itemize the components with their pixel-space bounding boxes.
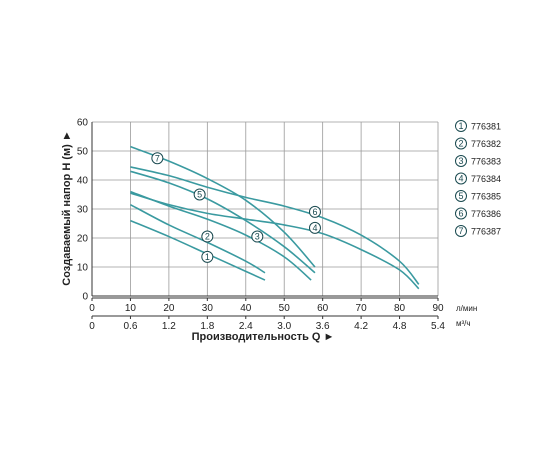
- x2-tick-label: 0.6: [123, 321, 137, 332]
- legend-marker-label-3: 3: [458, 156, 463, 166]
- legend-marker-3: [455, 155, 467, 167]
- legend-entry-776386: 776386: [471, 209, 501, 219]
- x-tick-label: 50: [279, 303, 291, 314]
- curve-marker-6: [308, 205, 321, 218]
- y-tick-label: 40: [77, 176, 89, 187]
- x-tick-label: 80: [394, 303, 406, 314]
- legend-entry-776387: 776387: [471, 227, 501, 237]
- x-tick-label: 10: [125, 303, 137, 314]
- legend-marker-1: [455, 120, 467, 132]
- legend-marker-2: [455, 137, 467, 150]
- axes: 0 10 20 30 40 50 60 0 10 20 30 40 50 60 70 80 90 0 0.6 1.2 1…: [77, 118, 446, 333]
- legend-marker-4: [455, 172, 467, 185]
- legend-entry-776385: 776385: [471, 192, 501, 202]
- y-tick-label: 50: [77, 147, 89, 158]
- legend-marker-label-7: 7: [458, 226, 463, 236]
- legend-entry-776382: 776382: [471, 139, 501, 149]
- x2-tick-label: 5.4: [431, 321, 445, 332]
- curve-marker-label-3: 3: [255, 232, 260, 242]
- y-tick-label: 10: [77, 263, 89, 274]
- legend-entry-776384: 776384: [471, 174, 501, 184]
- curve-776381: [130, 219, 266, 281]
- x-tick-label: 20: [163, 303, 175, 314]
- legend-marker-label-2: 2: [458, 139, 463, 149]
- x2-axis-unit: м³/ч: [456, 319, 471, 328]
- curve-776385: [130, 170, 316, 274]
- curve-marker-label-5: 5: [197, 190, 202, 200]
- legend-marker-5: [455, 190, 467, 202]
- curve-marker-label-7: 7: [155, 153, 160, 163]
- legend-marker-label-4: 4: [458, 174, 463, 184]
- y-tick-label: 60: [77, 118, 89, 129]
- curve-marker-3: [251, 230, 264, 243]
- legend-marker-label-5: 5: [458, 191, 463, 201]
- curve-markers: 1 2 3 4 5 6 7: [151, 152, 321, 263]
- x-tick-label: 90: [432, 303, 444, 314]
- x2-tick-label: 1.8: [200, 321, 214, 332]
- x2-tick-label: 1.2: [162, 321, 176, 332]
- x2-tick-label: 4.8: [393, 321, 407, 332]
- legend: 1 776381 2 776382 3 776383 4 776384 5 776385 6 7763…: [455, 120, 501, 237]
- x-tick-label: 40: [240, 303, 252, 314]
- legend-marker-label-6: 6: [458, 209, 463, 219]
- y-tick-label: 30: [77, 205, 89, 216]
- y-tick-label: 20: [77, 234, 89, 245]
- curve-776384: [130, 192, 420, 290]
- curve-marker-1: [201, 250, 214, 263]
- y-axis-title: Создаваемый напор Н (м) ►: [61, 130, 73, 285]
- legend-entry-776383: 776383: [471, 157, 501, 167]
- x2-tick-label: 2.4: [239, 321, 253, 332]
- x-tick-label: 70: [356, 303, 368, 314]
- x-tick-label: 60: [317, 303, 329, 314]
- legend-marker-7: [455, 225, 467, 237]
- x2-tick-label: 3.6: [316, 321, 330, 332]
- curve-marker-5: [193, 188, 206, 201]
- x2-tick-label: 4.2: [354, 321, 368, 332]
- x-tick-label: 0: [89, 303, 95, 314]
- x2-tick-label: 3.0: [277, 321, 291, 332]
- curves: [130, 145, 420, 290]
- x-axis-unit: л/мин: [456, 304, 477, 313]
- legend-marker-6: [455, 207, 467, 220]
- curve-776386: [130, 166, 420, 285]
- curve-776383: [130, 190, 312, 281]
- curve-marker-label-2: 2: [205, 232, 210, 242]
- curve-marker-7: [151, 152, 164, 165]
- grid: [92, 121, 439, 296]
- curve-776382: [130, 203, 266, 274]
- x-tick-label: 30: [202, 303, 214, 314]
- curve-marker-label-4: 4: [312, 223, 317, 233]
- x2-tick-label: 0: [89, 321, 95, 332]
- curve-marker-2: [201, 230, 214, 243]
- x-axis-title: Производительность Q ►: [192, 331, 335, 343]
- curve-776387: [130, 145, 316, 268]
- y-tick-label: 0: [82, 292, 88, 303]
- legend-marker-label-1: 1: [458, 121, 463, 131]
- curve-marker-4: [308, 221, 321, 234]
- curve-marker-label-6: 6: [312, 207, 317, 217]
- curve-marker-label-1: 1: [205, 252, 210, 262]
- legend-entry-776381: 776381: [471, 122, 501, 132]
